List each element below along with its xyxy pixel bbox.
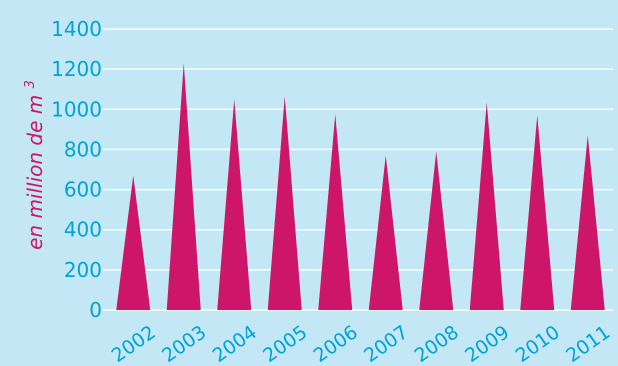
bar-2010 [520,115,555,310]
bar-2005 [267,96,302,310]
bar-2002 [116,175,151,310]
x-tick-label: 2007 [360,321,412,366]
bars [116,63,605,310]
y-tick-label: 800 [64,137,102,161]
y-tick-label: 600 [64,178,102,202]
x-tick-label: 2003 [158,321,210,366]
x-tick-label: 2006 [310,321,362,366]
x-tick-label: 2002 [108,321,160,366]
y-axis-label-superscript: 3 [23,80,38,88]
y-tick-label: 400 [64,218,102,242]
y-tick-label: 1400 [51,17,102,41]
y-tick-label: 200 [64,258,102,282]
bar-2011 [570,135,605,310]
y-axis-ticks: 0 200 400 600 800 1000 1200 1400 [51,17,102,322]
y-tick-label: 1200 [51,57,102,81]
bar-2007 [368,155,403,310]
x-tick-label: 2005 [259,321,311,366]
x-tick-label: 2008 [411,321,463,366]
y-axis-label-text: en million de m [23,95,47,250]
y-tick-label: 1000 [51,97,102,121]
bar-2006 [318,114,353,310]
x-tick-label: 2004 [209,321,261,366]
y-tick-label: 0 [89,298,102,322]
bar-2003 [166,63,201,310]
bar-2009 [469,102,504,310]
bar-2004 [217,99,252,310]
y-axis-label: en million de m 3 [23,80,47,250]
x-tick-label: 2010 [512,321,564,366]
bar-2008 [419,151,454,310]
x-tick-label: 2009 [461,321,513,366]
x-tick-label: 2011 [562,321,614,366]
